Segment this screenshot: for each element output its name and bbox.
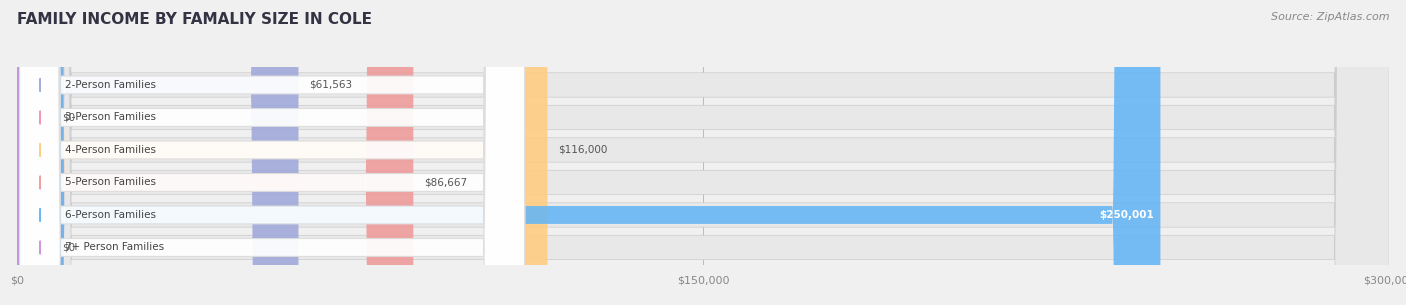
FancyBboxPatch shape (20, 0, 524, 305)
Text: Source: ZipAtlas.com: Source: ZipAtlas.com (1271, 12, 1389, 22)
FancyBboxPatch shape (20, 0, 524, 305)
FancyBboxPatch shape (17, 0, 1389, 305)
FancyBboxPatch shape (17, 0, 1389, 305)
Text: FAMILY INCOME BY FAMALIY SIZE IN COLE: FAMILY INCOME BY FAMALIY SIZE IN COLE (17, 12, 371, 27)
FancyBboxPatch shape (20, 0, 524, 305)
FancyBboxPatch shape (20, 0, 524, 305)
FancyBboxPatch shape (17, 0, 51, 305)
FancyBboxPatch shape (17, 0, 1389, 305)
FancyBboxPatch shape (17, 0, 298, 305)
FancyBboxPatch shape (20, 0, 524, 305)
Text: $0: $0 (62, 242, 76, 253)
FancyBboxPatch shape (17, 0, 547, 305)
Text: 5-Person Families: 5-Person Families (65, 178, 156, 188)
FancyBboxPatch shape (20, 0, 524, 305)
FancyBboxPatch shape (17, 0, 1389, 305)
Text: 3-Person Families: 3-Person Families (65, 113, 156, 123)
FancyBboxPatch shape (17, 0, 51, 305)
Text: $250,001: $250,001 (1099, 210, 1153, 220)
Text: $86,667: $86,667 (425, 178, 467, 188)
Text: $0: $0 (62, 113, 76, 123)
Text: $61,563: $61,563 (309, 80, 353, 90)
FancyBboxPatch shape (17, 0, 413, 305)
FancyBboxPatch shape (17, 0, 1389, 305)
Text: 7+ Person Families: 7+ Person Families (65, 242, 165, 253)
Text: $116,000: $116,000 (558, 145, 607, 155)
Text: 4-Person Families: 4-Person Families (65, 145, 156, 155)
FancyBboxPatch shape (17, 0, 1389, 305)
FancyBboxPatch shape (17, 0, 1160, 305)
Text: 2-Person Families: 2-Person Families (65, 80, 156, 90)
Text: 6-Person Families: 6-Person Families (65, 210, 156, 220)
